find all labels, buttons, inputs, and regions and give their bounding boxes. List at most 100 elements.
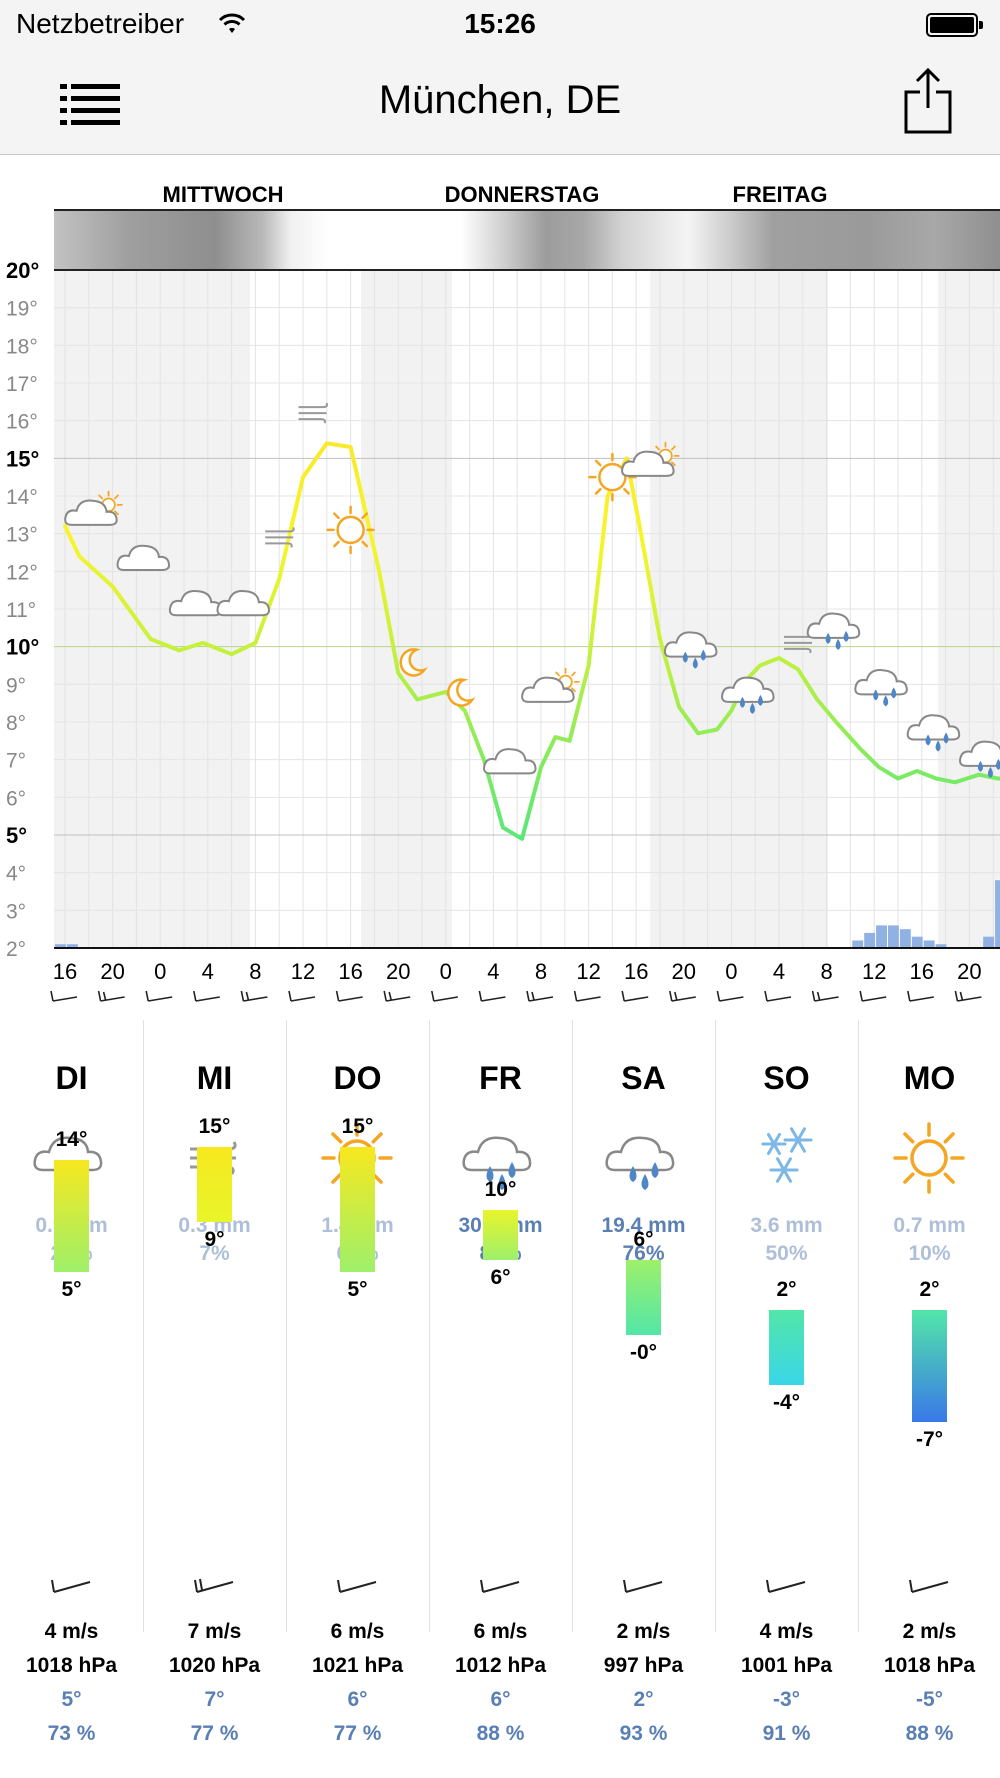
humidity: 93 % [619,1722,668,1745]
wind-barb-icon [478,990,506,1002]
min-temperature: 5° [61,1278,82,1301]
day-label-donnerstag: DONNERSTAG [445,182,600,207]
precipitation-probability: 76% [622,1242,665,1265]
dew-point: 6° [490,1688,511,1711]
column-divider [286,1020,287,1632]
y-tick-label: 9° [6,674,26,697]
precipitation-bar [852,940,864,948]
precipitation-probability: 10% [908,1242,951,1265]
max-temperature: 14° [55,1127,88,1151]
max-temperature: 2° [919,1277,940,1301]
x-tick-label: 0 [725,959,737,984]
wind-barb-icon [764,990,792,1002]
wind-barb-icon [337,1579,377,1593]
y-tick-label: 2° [6,938,26,961]
wind-barb-icon [954,990,982,1002]
min-temperature: -4° [772,1390,801,1414]
min-temperature: -7° [915,1428,944,1451]
wind-speed: 6 m/s [330,1620,385,1643]
y-tick-label: 14° [6,486,38,509]
rain-cloud-icon [906,714,961,752]
precipitation-bar [864,932,876,948]
temperature-range-bar [54,1159,89,1272]
rain-cloud-icon [959,740,1000,778]
partly-cloudy-icon [521,667,580,703]
x-tick-label: 16 [53,959,77,984]
min-temperature: 6° [490,1265,511,1289]
humidity: 77 % [333,1722,382,1745]
day-name: FR [479,1060,522,1096]
wind-barb-icon [526,990,554,1002]
day-column: SA 19.4 mm 76% 6° -0° 2 m/s 997 hPa 2° 93 % [572,1020,715,1778]
humidity: 88 % [905,1722,954,1745]
column-divider [858,1020,859,1632]
wind-speed: 6 m/s [473,1620,528,1643]
day-column: MI 0.3 mm 7% 15° 9° 7 m/s 1020 hPa 7° 77 % [143,1020,286,1778]
wind-barb-icon [909,1579,949,1593]
x-tick-label: 4 [202,959,214,984]
x-tick-label: 20 [100,959,124,984]
cloud-icon [483,748,537,775]
precipitation-bar [935,944,947,948]
rain-cloud-icon [854,669,908,707]
share-icon[interactable] [900,66,956,136]
rain-cloud-icon [806,612,861,650]
temperature-range-bar [769,1309,804,1385]
precipitation-probability: 50% [765,1242,808,1265]
wind-barb-icon [240,990,268,1002]
precipitation-bar [995,880,1000,948]
humidity: 73 % [47,1722,96,1745]
partly-cloudy-icon [621,441,680,477]
humidity: 77 % [190,1722,239,1745]
temperature-range-bar [912,1309,947,1422]
wind-barb-icon [766,1579,806,1593]
x-tick-label: 4 [487,959,499,984]
temperature-range-bar [197,1147,232,1222]
wind-barb-icon [573,990,601,1002]
precipitation-bar [888,925,899,948]
day-name: MO [903,1060,956,1096]
column-divider [715,1020,716,1632]
forecast-chart: MITTWOCH DONNERSTAG FREITAG 20° 19° 18° 17° 16°… [6,182,1000,1002]
y-tick-label: 11° [6,599,36,622]
wind-barb-icon [716,990,744,1002]
precipitation-amount: 0.7 mm [893,1214,966,1237]
dew-point: 7° [204,1688,225,1711]
wind-barb-icon [288,990,316,1002]
wind-barb-icon [480,1579,520,1593]
wind-barb-icon [383,990,411,1002]
precipitation-amount: 0.3 mm [178,1214,251,1237]
day-name: SA [621,1060,666,1096]
carrier-label: Netzbetreiber [16,8,185,39]
air-pressure: 1021 hPa [311,1654,404,1677]
wind-barb-icon [669,990,696,1002]
y-tick-label: 3° [6,900,26,923]
x-tick-label: 16 [910,959,934,984]
temperature-range-bar [340,1147,375,1272]
list-menu-icon[interactable] [60,80,120,128]
day-column: MO 0.7 mm 10% 2° -7° 2 m/s 1018 hPa -5° 88 % [858,1020,1000,1778]
wind-speed: 2 m/s [902,1620,957,1643]
y-tick-label: 12° [6,561,38,584]
wind-barb-icon [623,1579,663,1593]
max-temperature: 10° [484,1177,517,1201]
max-temperature: 15° [341,1115,374,1138]
dew-point: 2° [633,1688,654,1711]
day-label-mittwoch: MITTWOCH [163,182,284,207]
precipitation-bar [911,936,923,948]
dew-point: 5° [61,1688,82,1711]
column-divider [429,1020,430,1632]
rain-icon [605,1136,675,1190]
clock: 15:26 [464,8,536,39]
x-tick-label: 12 [291,959,315,984]
wind-barb-icon [145,990,173,1002]
x-tick-label: 0 [154,959,166,984]
wind-speed: 2 m/s [616,1620,671,1643]
y-tick-label: 5° [6,823,27,848]
y-tick-label: 6° [6,787,26,810]
day-name: SO [763,1060,810,1096]
sun-icon [588,452,637,502]
dew-point: -5° [915,1688,944,1711]
